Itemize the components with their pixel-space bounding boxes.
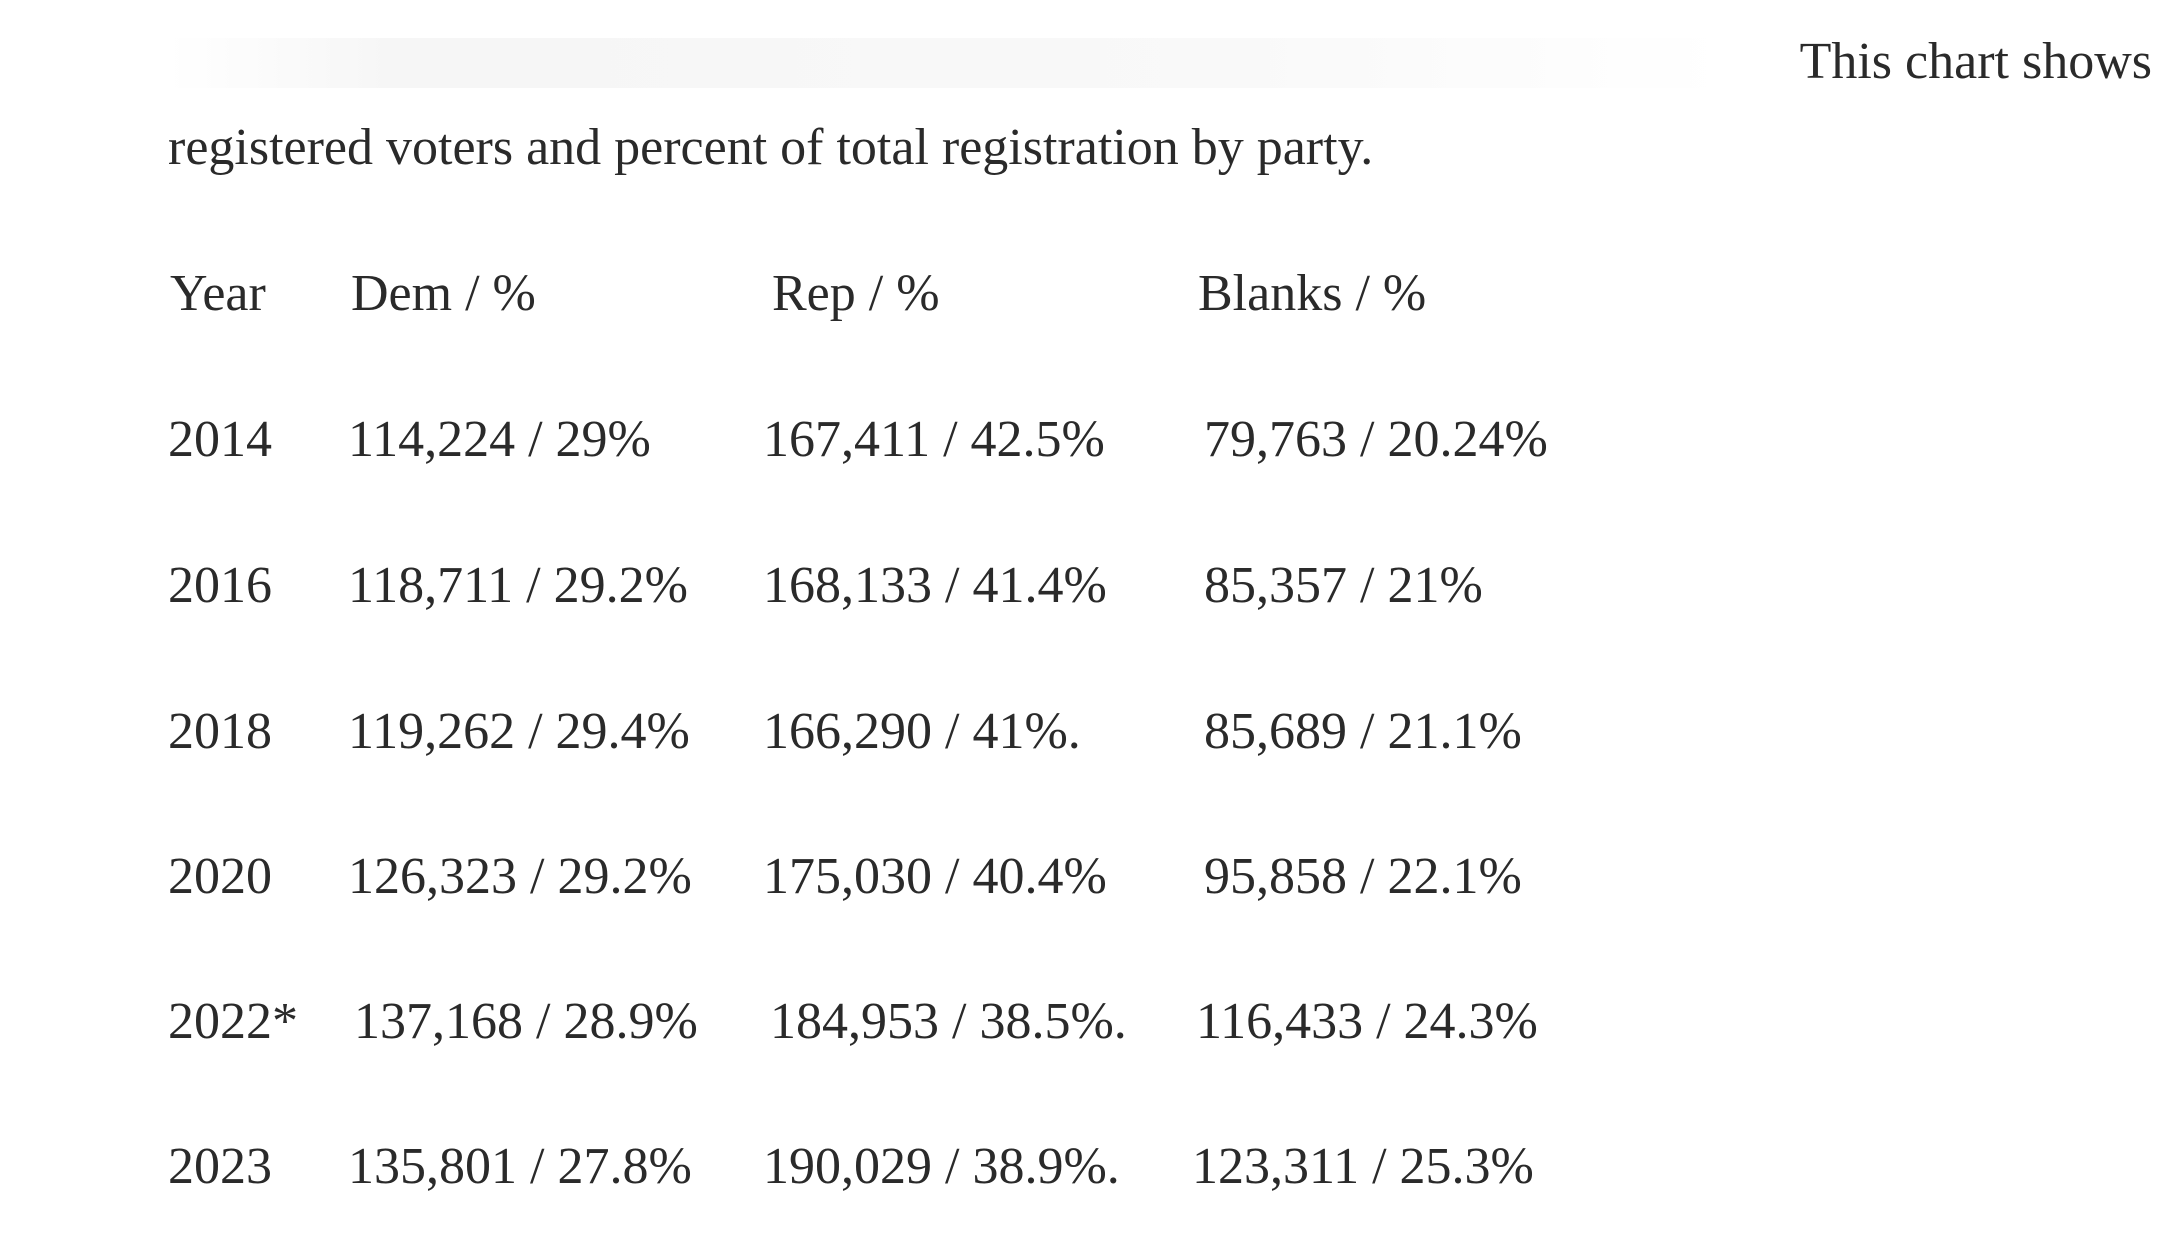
row-blanks: 85,689 / 21.1% — [1204, 703, 1522, 760]
row-year: 2016 — [168, 557, 272, 614]
header-rep: Rep / % — [772, 265, 940, 322]
header-year: Year — [170, 265, 266, 322]
row-rep: 175,030 / 40.4% — [763, 848, 1107, 905]
row-year: 2023 — [168, 1138, 272, 1195]
header-dem: Dem / % — [351, 265, 536, 322]
row-rep: 166,290 / 41%. — [763, 703, 1081, 760]
row-dem: 137,168 / 28.9% — [354, 993, 698, 1050]
intro-text-line: registered voters and percent of total r… — [168, 119, 1374, 176]
row-rep: 184,953 / 38.5%. — [770, 993, 1127, 1050]
faded-text-line — [168, 38, 1728, 88]
row-year: 2020 — [168, 848, 272, 905]
row-dem: 135,801 / 27.8% — [348, 1138, 692, 1195]
row-rep: 168,133 / 41.4% — [763, 557, 1107, 614]
row-blanks: 116,433 / 24.3% — [1196, 993, 1538, 1050]
row-blanks: 123,311 / 25.3% — [1192, 1138, 1534, 1195]
intro-text-tail: This chart shows — [1799, 33, 2152, 90]
row-year: 2022* — [168, 993, 298, 1050]
header-blanks: Blanks / % — [1198, 265, 1427, 322]
row-dem: 119,262 / 29.4% — [348, 703, 690, 760]
row-blanks: 79,763 / 20.24% — [1204, 411, 1548, 468]
row-year: 2014 — [168, 411, 272, 468]
row-dem: 126,323 / 29.2% — [348, 848, 692, 905]
row-rep: 190,029 / 38.9%. — [763, 1138, 1120, 1195]
row-rep: 167,411 / 42.5% — [763, 411, 1105, 468]
row-year: 2018 — [168, 703, 272, 760]
row-dem: 114,224 / 29% — [348, 411, 651, 468]
row-blanks: 85,357 / 21% — [1204, 557, 1483, 614]
row-blanks: 95,858 / 22.1% — [1204, 848, 1522, 905]
row-dem: 118,711 / 29.2% — [348, 557, 688, 614]
